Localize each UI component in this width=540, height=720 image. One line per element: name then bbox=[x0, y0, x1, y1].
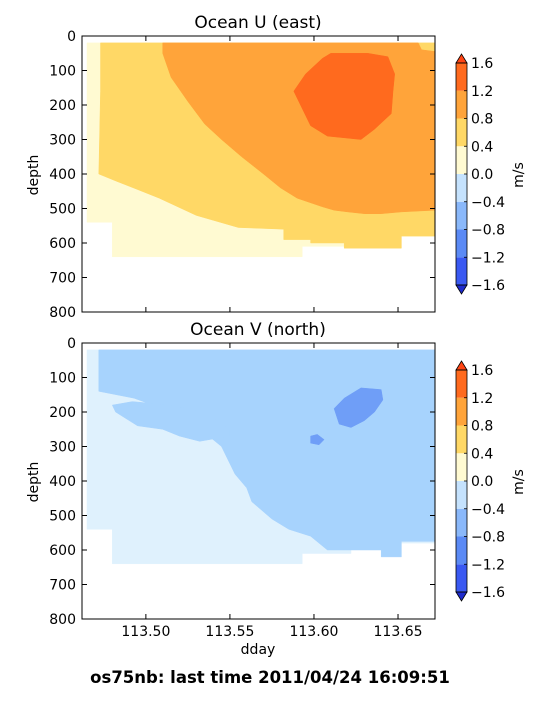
ocean-v-y-tick-label: 400 bbox=[49, 474, 76, 490]
ocean-u-colorbar: −1.6 −1.2 −0.8 −0.4 0.0 0.4 0.8 1.2 1.6 bbox=[455, 53, 505, 295]
ocean-u-colorbar-band-0 bbox=[456, 257, 467, 285]
ocean-v-colorbar-band-2 bbox=[456, 508, 467, 537]
ocean-u-colorbar-band-1 bbox=[456, 229, 467, 258]
ocean-v-colorbar-label: m/s bbox=[511, 469, 527, 495]
ocean-u-contour-region-3 bbox=[293, 53, 395, 140]
ocean-v-y-tick-label: 100 bbox=[49, 371, 76, 387]
ocean-u-y-tick-label: 700 bbox=[49, 271, 76, 287]
ocean-v-colorbar-band-7 bbox=[456, 370, 467, 398]
ocean-u-y-tick-label: 100 bbox=[49, 64, 76, 80]
ocean-v-y-tick-label: 700 bbox=[49, 578, 76, 594]
ocean-v-colorbar-band-6 bbox=[456, 397, 467, 426]
ocean-u-colorbar-tick-label: 1.2 bbox=[471, 84, 493, 100]
ocean-u-y-tick-label: 0 bbox=[67, 29, 76, 45]
ocean-v-colorbar-tick-label: 1.2 bbox=[471, 391, 493, 407]
ocean-u-colorbar-extend-max bbox=[455, 53, 468, 64]
ocean-u-colorbar-tick-label: −1.6 bbox=[471, 278, 505, 294]
ocean-v-y-tick-label: 600 bbox=[49, 543, 76, 559]
ocean-u-y-tick-label: 200 bbox=[49, 98, 76, 114]
ocean-v-colorbar-extend-max bbox=[455, 360, 468, 371]
ocean-v-y-tick-label: 0 bbox=[67, 336, 76, 352]
ocean-v-colorbar: −1.6 −1.2 −0.8 −0.4 0.0 0.4 0.8 1.2 1.6 bbox=[455, 360, 505, 602]
ocean-v-title: Ocean V (north) bbox=[190, 320, 326, 340]
ocean-v-colorbar-tick-label: 1.6 bbox=[471, 363, 493, 379]
ocean-v-contour-region-2 bbox=[111, 401, 231, 442]
ocean-v-colorbar-tick-label: −0.8 bbox=[471, 530, 505, 546]
ocean-v-y-tick-label: 500 bbox=[49, 509, 76, 525]
ocean-v-x-tick-label: 113.65 bbox=[374, 624, 423, 640]
ocean-v-plot-area: 0 100 200 300 400 500 600 700 800 113.50 113.55 113… bbox=[49, 336, 436, 640]
ocean-v-y-tick-label: 800 bbox=[49, 612, 76, 628]
ocean-u-colorbar-band-6 bbox=[456, 90, 467, 119]
ocean-u-y-tick-label: 300 bbox=[49, 133, 76, 149]
ocean-u-y-tick-label: 400 bbox=[49, 167, 76, 183]
ocean-v-colorbar-band-3 bbox=[456, 481, 467, 509]
ocean-v-panel: Ocean V (north) depth dday 0 100 200 300 400… bbox=[26, 320, 527, 658]
ocean-u-colorbar-band-5 bbox=[456, 118, 467, 147]
ocean-u-colorbar-band-2 bbox=[456, 201, 467, 230]
ocean-u-y-tick-label: 600 bbox=[49, 236, 76, 252]
ocean-v-y-tick-label: 300 bbox=[49, 440, 76, 456]
ocean-u-y-tick-label: 500 bbox=[49, 202, 76, 218]
ocean-v-ylabel: depth bbox=[26, 462, 42, 503]
ocean-u-colorbar-band-3 bbox=[456, 174, 467, 202]
ocean-v-x-tick-label: 113.50 bbox=[121, 624, 170, 640]
ocean-u-colorbar-extend-min bbox=[455, 284, 468, 295]
ocean-u-colorbar-band-4 bbox=[456, 146, 467, 174]
ocean-u-plot-area: 0 100 200 300 400 500 600 700 800 bbox=[49, 29, 436, 321]
ocean-v-x-tick-label: 113.55 bbox=[205, 624, 254, 640]
ocean-v-colorbar-tick-label: −1.2 bbox=[471, 557, 505, 573]
ocean-v-colorbar-tick-label: 0.0 bbox=[471, 474, 493, 490]
ocean-v-colorbar-band-0 bbox=[456, 564, 467, 592]
footer-last-time: os75nb: last time 2011/04/24 16:09:51 bbox=[90, 668, 450, 687]
ocean-v-contour-region-4 bbox=[310, 434, 325, 446]
ocean-u-colorbar-tick-label: 0.4 bbox=[471, 139, 493, 155]
ocean-v-colorbar-tick-label: −1.6 bbox=[471, 585, 505, 601]
ocean-u-colorbar-tick-label: 1.6 bbox=[471, 56, 493, 72]
ocean-v-contour-region-3 bbox=[333, 387, 384, 428]
ocean-v-colorbar-tick-label: 0.8 bbox=[471, 419, 493, 435]
ocean-u-colorbar-tick-label: 0.8 bbox=[471, 112, 493, 128]
ocean-u-colorbar-tick-label: −0.8 bbox=[471, 223, 505, 239]
ocean-u-colorbar-label: m/s bbox=[511, 162, 527, 188]
ocean-v-colorbar-extend-min bbox=[455, 591, 468, 602]
ocean-v-colorbar-band-4 bbox=[456, 453, 467, 481]
ocean-v-colorbar-tick-label: −0.4 bbox=[471, 502, 505, 518]
ocean-u-colorbar-tick-label: −1.2 bbox=[471, 250, 505, 266]
ocean-u-colorbar-tick-label: 0.0 bbox=[471, 167, 493, 183]
ocean-v-colorbar-tick-label: 0.4 bbox=[471, 446, 493, 462]
ocean-u-y-tick-label: 800 bbox=[49, 305, 76, 321]
ocean-v-x-tick-label: 113.60 bbox=[289, 624, 338, 640]
ocean-u-ylabel: depth bbox=[26, 155, 42, 196]
ocean-u-title: Ocean U (east) bbox=[194, 13, 321, 33]
ocean-u-colorbar-tick-label: −0.4 bbox=[471, 195, 505, 211]
ocean-v-colorbar-band-1 bbox=[456, 536, 467, 565]
ocean-u-colorbar-band-7 bbox=[456, 63, 467, 91]
ocean-u-panel: Ocean U (east) depth 0 100 200 300 400 500 600… bbox=[26, 13, 527, 321]
ocean-v-colorbar-band-5 bbox=[456, 425, 467, 454]
ocean-v-y-tick-label: 200 bbox=[49, 405, 76, 421]
ocean-v-xlabel: dday bbox=[241, 642, 276, 658]
